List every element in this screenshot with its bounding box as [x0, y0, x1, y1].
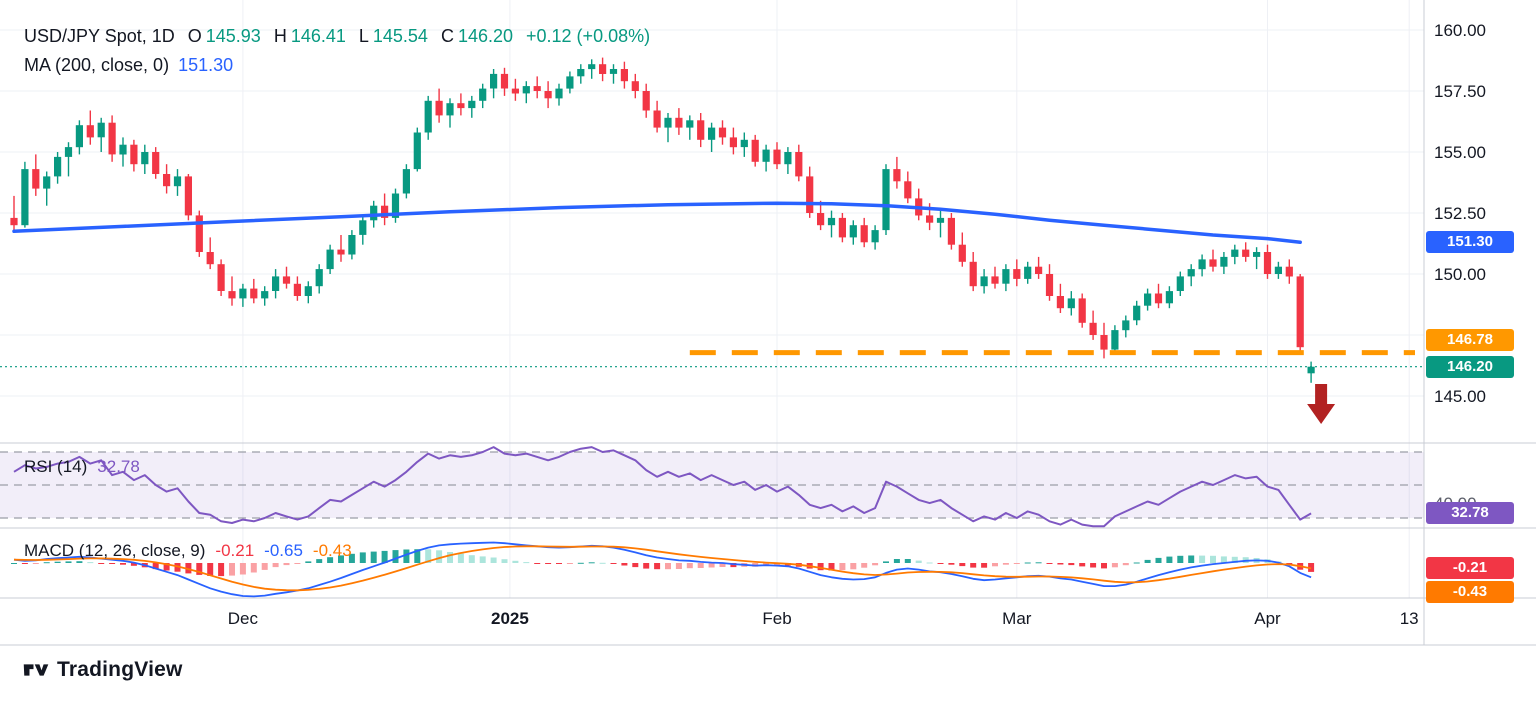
price-scale-label: 145.00 — [1434, 387, 1486, 406]
open-value: 145.93 — [205, 26, 261, 46]
legend: USD/JPY Spot, 1D O 145.93 H 146.41 L 145… — [24, 22, 650, 80]
rsi-indicator-label[interactable]: RSI (14) 32.78 — [24, 457, 140, 477]
price-axis[interactable]: 160.00157.50155.00152.50150.00145.0040.0… — [1424, 0, 1536, 645]
time-axis-label: Feb — [762, 609, 792, 628]
time-axis[interactable]: Dec 2025 Feb Mar Apr 13 — [0, 598, 1536, 644]
macd-signal-badge: -0.43 — [1426, 580, 1514, 603]
macd-hist-badge: -0.21 — [1426, 556, 1514, 579]
price-scale-label: 155.00 — [1434, 143, 1486, 162]
last-price-badge: 146.20 — [1426, 355, 1514, 378]
time-axis-label: Apr — [1254, 609, 1281, 628]
price-scale-label: 160.00 — [1434, 21, 1486, 40]
ma-legend-row: MA (200, close, 0) 151.30 — [24, 51, 650, 80]
low-value: 145.54 — [372, 26, 428, 46]
down-arrow-annotation[interactable] — [1307, 384, 1336, 424]
tradingview-logo-text: TradingView — [57, 658, 183, 681]
macd-hist-value: -0.21 — [215, 541, 255, 560]
time-axis-label: Mar — [1002, 609, 1032, 628]
macd-line-value: -0.65 — [264, 541, 303, 560]
close-value: 146.20 — [457, 26, 514, 46]
open-label: O — [187, 26, 202, 46]
price-scale-label: 152.50 — [1434, 204, 1486, 223]
low-label: L — [358, 26, 369, 46]
macd-signal-value: -0.43 — [312, 541, 352, 560]
change-value: +0.12 (+0.08%) — [526, 26, 651, 46]
time-axis-label: Dec — [227, 609, 259, 628]
tradingview-logo[interactable]: TradingView — [22, 658, 183, 682]
signal-line — [13, 545, 1312, 592]
grid-horizontal — [0, 29, 1424, 397]
price-scale-label: 157.50 — [1434, 82, 1486, 101]
rsi-value: 32.78 — [97, 457, 140, 476]
macd-indicator-label[interactable]: MACD (12, 26, close, 9) -0.21 -0.65 -0.4… — [24, 541, 352, 561]
rsi-badge: 32.78 — [1426, 502, 1514, 525]
rsi-label-text: RSI (14) — [24, 457, 88, 476]
grid-vertical — [242, 0, 1410, 598]
candles — [10, 57, 1315, 383]
macd-label-text: MACD (12, 26, close, 9) — [24, 541, 206, 560]
pane-separators — [0, 0, 1536, 646]
ma-value: 151.30 — [178, 55, 234, 75]
ma-200-line — [12, 201, 1302, 245]
support-price-badge: 146.78 — [1426, 328, 1514, 351]
time-axis-label: 13 — [1399, 609, 1419, 628]
ma-price-badge: 151.30 — [1426, 231, 1514, 254]
tradingview-logo-icon — [23, 664, 49, 676]
rsi-line — [13, 446, 1312, 528]
rsi-band — [0, 451, 1424, 519]
price-scale-label: 150.00 — [1434, 265, 1486, 284]
high-label: H — [273, 26, 287, 46]
high-value: 146.41 — [290, 26, 346, 46]
time-axis-label: 2025 — [491, 609, 529, 628]
close-label: C — [440, 26, 454, 46]
symbol-legend-row: USD/JPY Spot, 1D O 145.93 H 146.41 L 145… — [24, 22, 650, 51]
ma-indicator-label[interactable]: MA (200, close, 0) — [24, 55, 170, 75]
symbol-title[interactable]: USD/JPY Spot, 1D — [24, 26, 175, 46]
macd-line — [13, 541, 1312, 598]
